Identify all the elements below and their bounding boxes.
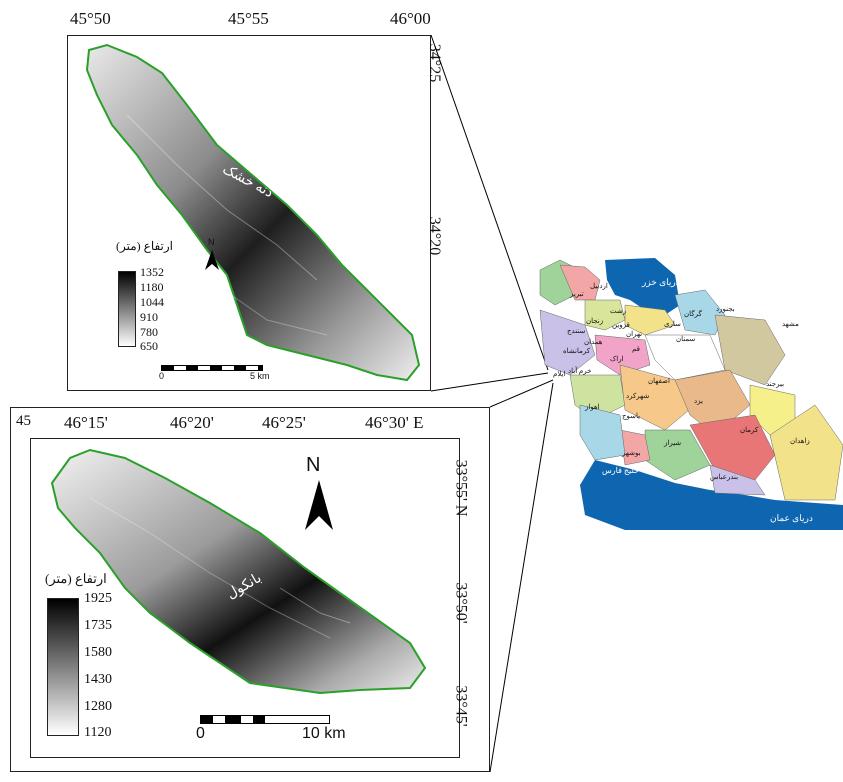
iran-label-bojnurd: بجنورد — [716, 305, 735, 313]
top-legend-value-3: 1044 — [140, 295, 164, 309]
bottom-map-inner-frame — [30, 438, 460, 758]
top-legend-value-4: 910 — [140, 310, 158, 324]
iran-label-gorgan: گرگان — [684, 310, 702, 318]
bottom-legend-value-1: 1925 — [84, 591, 112, 606]
iran-label-zahedan: زاهدان — [790, 437, 810, 445]
iran-label-hamedan: همدان — [584, 338, 603, 346]
top-lon-label-3: 46°00 — [390, 9, 431, 28]
iran-label-ilam: ایلام — [553, 370, 566, 378]
bottom-lon-label-1: 45 — [16, 413, 31, 429]
iran-label-ahvaz: اهواز — [585, 403, 600, 411]
bottom-lon-label-5: 46°30' E — [365, 413, 424, 432]
bottom-legend-value-3: 1580 — [84, 645, 112, 660]
iran-label-caspian: دریای خزر — [642, 277, 680, 287]
top-scale-label-end: 5 km — [250, 371, 270, 381]
bottom-map-frame — [10, 407, 490, 772]
iran-label-khorramabad: خرم آباد — [568, 367, 592, 375]
iran-label-rasht: رشت — [610, 307, 627, 315]
bottom-scale-bar — [200, 715, 330, 724]
bottom-north-arrow-icon — [305, 480, 333, 530]
top-map-frame — [67, 35, 431, 391]
top-legend-bar — [118, 271, 136, 347]
iran-label-birjand: بیرجند — [766, 380, 785, 388]
iran-label-yazd: یزد — [694, 397, 703, 405]
iran-label-mashhad: مشهد — [782, 320, 799, 328]
bottom-lon-label-4: 46°25' — [262, 413, 306, 432]
bottom-legend-value-6: 1120 — [84, 725, 112, 740]
iran-label-oman-sea: دریای عمان — [770, 513, 813, 523]
iran-label-bushehr: بوشهر — [622, 449, 641, 457]
iran-label-ardabil: اردبیل — [590, 282, 608, 290]
bottom-north-label: N — [306, 454, 321, 476]
top-north-arrow-icon — [205, 250, 219, 270]
top-map-terrain — [85, 43, 421, 382]
bottom-scale-label-end: 10 km — [302, 725, 346, 742]
iran-label-kermanshah: کرمانشاه — [563, 347, 591, 355]
iran-label-qom: قم — [632, 345, 641, 353]
iran-label-persian-gulf: خلیج فارس — [602, 466, 640, 475]
iran-label-bandar-abbas: بندرعباس — [710, 473, 739, 481]
iran-label-qazvin: قزوین — [612, 321, 630, 329]
bottom-lon-label-2: 46°15' — [64, 413, 108, 432]
iran-label-sanandaj: سنندج — [567, 327, 586, 335]
top-legend-title: ارتفاع (متر) — [116, 239, 174, 253]
iran-label-semnan: سمنان — [676, 335, 696, 343]
bottom-legend-value-4: 1430 — [84, 672, 112, 687]
top-lon-label-2: 45°55 — [228, 9, 269, 28]
top-legend-value-5: 780 — [140, 325, 158, 339]
iran-label-sari: ساری — [664, 320, 681, 328]
top-legend-value-6: 650 — [140, 339, 158, 353]
iran-label-shahrekord: شهرکرد — [626, 392, 650, 400]
top-north-label: N — [208, 237, 215, 247]
iran-label-yasuj: یاسوج — [622, 412, 641, 420]
iran-map — [539, 258, 843, 530]
iran-label-arak: اراک — [610, 355, 624, 363]
top-legend-value-1: 1352 — [140, 265, 164, 279]
top-legend-value-2: 1180 — [140, 280, 164, 294]
iran-label-kerman: کرمان — [740, 426, 759, 434]
bottom-scale-label-0: 0 — [196, 725, 205, 742]
iran-label-isfahan: اصفهان — [648, 377, 670, 385]
iran-label-tabriz: تبریز — [570, 290, 584, 298]
bottom-legend-bar — [47, 598, 79, 736]
bottom-lon-label-3: 46°20' — [170, 413, 214, 432]
iran-label-shiraz: شیراز — [664, 439, 682, 447]
iran-label-tehran: تهران — [626, 330, 643, 338]
bottom-map-terrain — [50, 448, 427, 695]
bottom-legend-value-5: 1280 — [84, 699, 112, 714]
top-scale-bar — [161, 365, 263, 371]
top-lon-label-1: 45°50 — [70, 9, 111, 28]
iran-label-zanjan: زنجان — [586, 317, 604, 325]
bottom-legend-value-2: 1735 — [84, 618, 112, 633]
top-scale-label-0: 0 — [159, 371, 165, 381]
bottom-legend-title: ارتفاع (متر) — [45, 571, 107, 586]
